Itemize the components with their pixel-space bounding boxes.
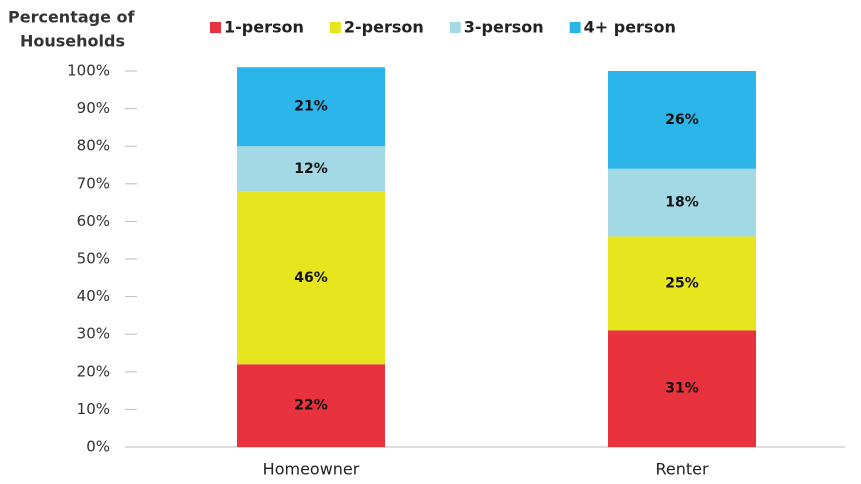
legend-swatch [329, 22, 341, 33]
value-label: 12% [294, 161, 328, 177]
bar-segment [237, 364, 385, 447]
y-tick-label: 100% [67, 62, 110, 80]
x-tick-label: Homeowner [263, 460, 360, 479]
bar-segment [237, 191, 385, 365]
value-label: 18% [665, 195, 699, 211]
y-tick-label: 10% [77, 400, 110, 418]
y-tick-label: 40% [77, 287, 110, 305]
legend-swatch [210, 22, 221, 33]
legend-swatch [449, 22, 461, 33]
legend-label: 2-person [344, 18, 424, 37]
y-axis-title: Households [20, 32, 125, 51]
y-tick-label: 80% [77, 137, 110, 155]
y-tick-label: 70% [77, 174, 110, 192]
bar-segment [608, 236, 756, 331]
y-tick-label: 90% [77, 99, 110, 117]
y-tick-label: 50% [77, 250, 110, 268]
bar-segment [237, 146, 385, 192]
legend-label: 1-person [224, 18, 304, 37]
y-axis-title: Percentage of [8, 8, 136, 27]
bar-segment [608, 330, 756, 447]
y-tick-label: 0% [86, 438, 110, 456]
x-tick-label: Renter [655, 460, 709, 479]
legend-label: 4+ person [584, 18, 676, 37]
value-label: 31% [665, 381, 699, 397]
y-tick-label: 60% [77, 212, 110, 230]
bar-segment [237, 67, 385, 147]
bar-segment [608, 71, 756, 169]
legend-label: 3-person [464, 18, 544, 37]
value-label: 21% [294, 99, 328, 115]
value-label: 26% [665, 112, 699, 128]
legend-swatch [569, 22, 581, 33]
y-tick-label: 20% [77, 362, 110, 380]
y-tick-label: 30% [77, 325, 110, 343]
value-label: 46% [294, 270, 328, 286]
bar-segment [608, 168, 756, 237]
value-label: 22% [294, 398, 328, 414]
value-label: 25% [665, 275, 699, 291]
